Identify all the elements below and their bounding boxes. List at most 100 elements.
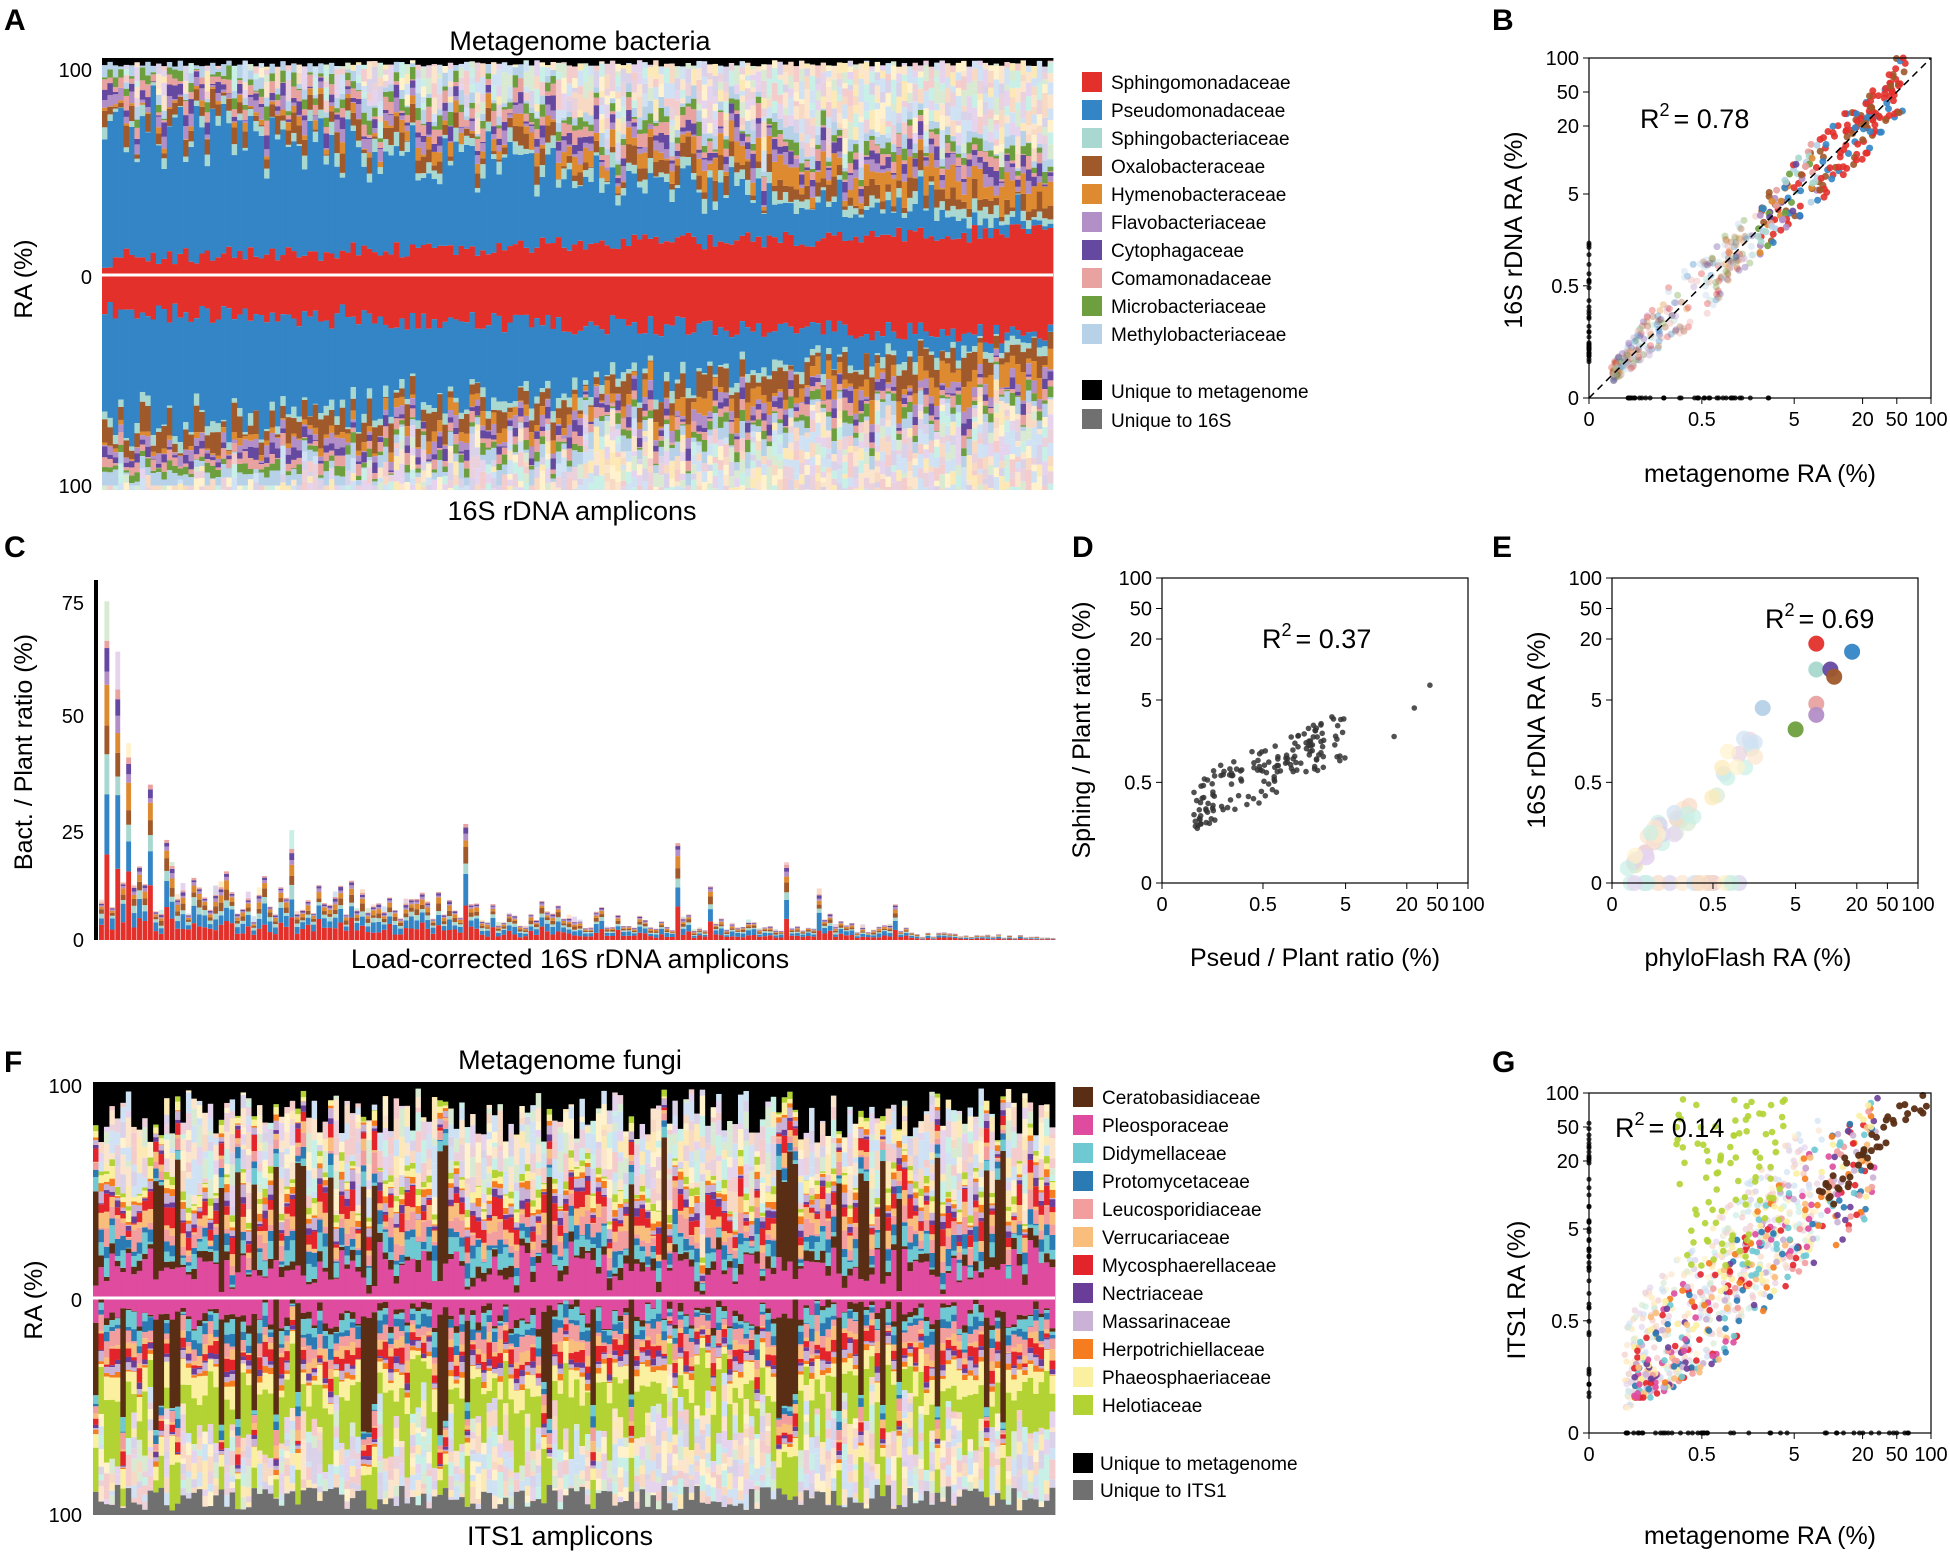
panel-a-bar-top-flavobacteriaceae: [820, 140, 827, 152]
panel-a-bar-top-flavobacteriaceae: [642, 147, 649, 153]
panel-a-bar-bottom-other: [680, 434, 686, 440]
panel-a-bar-bottom-pseudomonadaceae: [847, 335, 854, 366]
panel-a-bar-bottom-oxalobacteraceae: [939, 351, 946, 361]
panel-a-bar-bottom-comamonadaceae: [950, 395, 957, 408]
panel-a-bar-top-flavobacteriaceae: [885, 168, 892, 172]
panel-a-bar-bottom-oxalobacteraceae: [674, 383, 681, 400]
panel-a-bar-bottom-other: [231, 453, 238, 465]
panel-a-bar-top-flavobacteriaceae: [853, 169, 859, 178]
panel-a-bar-bottom-methylobacteriaceae: [285, 475, 292, 486]
panel-a-bar-top-pseudomonadaceae: [858, 217, 865, 243]
panel-a-bar-top-sphingomonadaceae: [420, 245, 427, 275]
panel-a-bar-top-flavobacteriaceae: [723, 164, 730, 172]
panel-a-bar-top-microbacteriaceae: [555, 131, 562, 141]
panel-a-bar-top-oxalobacteraceae: [264, 159, 270, 169]
panel-a-bar-bottom-microbacteriaceae: [572, 444, 578, 451]
panel-a-bar-top-other: [788, 97, 795, 115]
panel-a-bar-bottom-comamonadaceae: [220, 448, 227, 459]
panel-a-bar-bottom-other: [426, 463, 432, 478]
panel-a-bar-bottom-methylobacteriaceae: [690, 437, 697, 442]
panel-a-bar-bottom-cytophagaceae: [139, 439, 146, 445]
panel-a-bar-top-pseudomonadaceae: [491, 158, 497, 253]
panel-a-bar-top-cytophagaceae: [166, 84, 173, 97]
panel-a-bar-top-methylobacteriaceae: [636, 117, 643, 130]
panel-a-bar-bottom-microbacteriaceae: [582, 397, 589, 401]
panel-a-bar-bottom-sphingobacteriaceae: [993, 334, 1000, 336]
panel-a-bar-bottom-microbacteriaceae: [485, 447, 492, 450]
panel-a-bar-top-other: [858, 134, 865, 140]
panel-a-bar-top-cytophagaceae: [328, 94, 335, 103]
panel-a-bar-bottom-pseudomonadaceae: [658, 336, 665, 403]
panel-a-bar-top-comamonadaceae: [863, 155, 870, 157]
panel-a-bar-bottom-other: [561, 457, 568, 472]
panel-a-bar-bottom-methylobacteriaceae: [858, 422, 865, 423]
panel-a-bar-bottom-other: [339, 485, 346, 490]
panel-a-bar-top-pseudomonadaceae: [680, 168, 686, 236]
panel-a-bar-bottom-other: [307, 471, 314, 477]
panel-a-bar-top-microbacteriaceae: [653, 122, 659, 126]
panel-a-bar-bottom-cytophagaceae: [339, 447, 346, 456]
panel-a-bar-bottom-flavobacteriaceae: [745, 420, 751, 423]
panel-a-bar-top-unique: [917, 58, 924, 66]
panel-a-bar-bottom-sphingomonadaceae: [750, 275, 757, 332]
panel-a-bar-bottom-microbacteriaceae: [712, 406, 719, 414]
panel-a-bar-bottom-flavobacteriaceae: [880, 372, 886, 380]
panel-a-bar-top-comamonadaceae: [966, 153, 973, 160]
panel-a-bar-top-other: [258, 67, 265, 78]
panel-a-bar-top-methylobacteriaceae: [328, 62, 335, 74]
panel-a-bar-top-methylobacteriaceae: [799, 148, 805, 164]
panel-a-bar-top-cytophagaceae: [447, 126, 454, 142]
panel-a-bar-bottom-flavobacteriaceae: [804, 387, 811, 397]
panel-a-bar-bottom-sphingomonadaceae: [150, 275, 157, 320]
panel-a-bar-top-other: [507, 86, 514, 99]
panel-a-bar-top-sphingobacteriaceae: [431, 170, 438, 180]
panel-a-bar-top-other: [988, 87, 994, 98]
panel-a-bar-bottom-sphingomonadaceae: [377, 275, 384, 317]
panel-a-bar-top-other: [561, 110, 568, 118]
panel-a-bar-top-comamonadaceae: [928, 131, 935, 139]
panel-a-bar-bottom-hymenobacteraceae: [820, 386, 827, 401]
panel-a-bar-top-sphingomonadaceae: [323, 252, 330, 275]
panel-a-bar-bottom-other: [993, 440, 1000, 453]
panel-a-bar-bottom-flavobacteriaceae: [166, 439, 173, 448]
panel-a-bar-bottom-pseudomonadaceae: [545, 315, 551, 381]
panel-a-bar-top-sphingobacteriaceae: [836, 175, 843, 180]
panel-a-bar-top-other: [599, 63, 605, 77]
panel-a-bar-bottom-flavobacteriaceae: [934, 405, 940, 418]
panel-a-bar-top-sphingomonadaceae: [404, 256, 411, 275]
panel-a-bar-top-other: [355, 64, 362, 76]
panel-a-bar-top-oxalobacteraceae: [507, 118, 514, 128]
panel-a-bar-top-cytophagaceae: [658, 132, 665, 143]
panel-a-bar-bottom-pseudomonadaceae: [247, 320, 254, 414]
panel-a-bar-bottom-microbacteriaceae: [247, 469, 254, 475]
panel-a-bar-bottom-other: [804, 432, 811, 438]
panel-a-bar-top-other: [831, 108, 838, 122]
panel-a-bar-bottom-microbacteriaceae: [809, 390, 816, 400]
panel-a-bar-top-flavobacteriaceae: [950, 153, 957, 165]
panel-a-bar-top-cytophagaceae: [150, 81, 157, 82]
panel-a-bar-bottom-other: [858, 486, 865, 490]
panel-a-bar-bottom-oxalobacteraceae: [685, 398, 692, 425]
panel-a-bar-bottom-sphingomonadaceae: [788, 275, 795, 327]
panel-a-bar-top-oxalobacteraceae: [772, 186, 778, 192]
panel-a-bar-bottom-hymenobacteraceae: [145, 431, 152, 437]
panel-a-bar-bottom-other: [399, 483, 405, 490]
panel-a-bar-bottom-pseudomonadaceae: [869, 340, 876, 367]
panel-a-bar-bottom-other: [804, 437, 811, 453]
panel-a-bar-bottom-other: [788, 432, 795, 443]
panel-a-bar-top-microbacteriaceae: [339, 99, 346, 109]
panel-a-bar-bottom-hymenobacteraceae: [777, 389, 784, 392]
panel-a-bar-top-microbacteriaceae: [447, 111, 454, 126]
panel-a-bar-top-cytophagaceae: [599, 159, 605, 162]
panel-a-bar-bottom-sphingomonadaceae: [301, 275, 308, 312]
panel-a-bar-top-other: [674, 90, 681, 101]
panel-a-bar-bottom-pseudomonadaceae: [842, 324, 849, 347]
panel-a-bar-bottom-microbacteriaceae: [350, 432, 357, 443]
panel-a-bar-bottom-other: [955, 438, 962, 452]
panel-a-bar-top-flavobacteriaceae: [512, 104, 519, 114]
panel-a-bar-top-oxalobacteraceae: [409, 103, 416, 123]
panel-a-bar-top-other: [561, 63, 568, 78]
panel-a-bar-top-other: [420, 79, 427, 87]
panel-a-bar-bottom-other: [528, 485, 535, 490]
panel-a-bar-top-unique: [853, 58, 859, 65]
